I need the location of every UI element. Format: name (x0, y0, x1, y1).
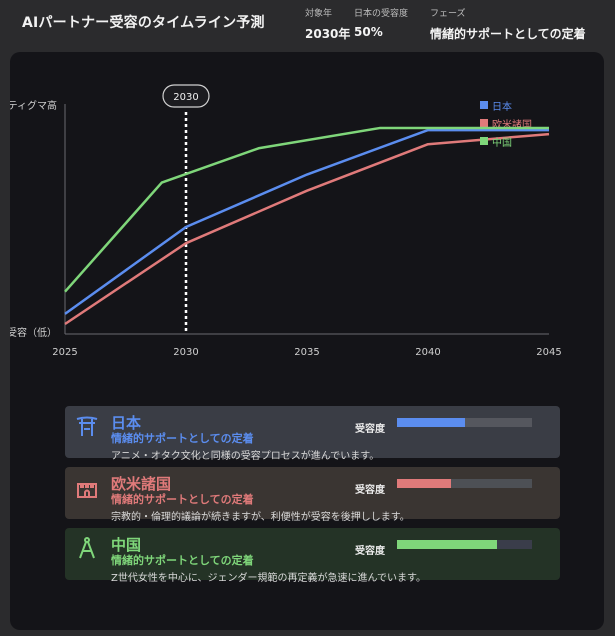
series-line-2 (64, 132, 550, 326)
legend-label: 中国 (492, 136, 512, 149)
x-tick-label: 2045 (536, 347, 561, 358)
page-title: AIパートナー受容のタイムライン予測 (22, 15, 265, 31)
card-country: 中国 (111, 536, 142, 554)
card-phase: 情緒的サポートとしての定着 (111, 432, 254, 445)
y-axis-top-label: スティグマ高 (10, 99, 57, 112)
card-eu: 欧米諸国 情緒的サポートとしての定着 宗教的・倫理的議論が続きますが、利便性が受… (65, 467, 560, 523)
acceptance-bar (397, 479, 532, 488)
card-desc: Z世代女性を中心に、ジェンダー規範の再定義が急速に進んでいます。 (111, 573, 427, 584)
stat-japan-acceptance: 日本の受容度 50% (354, 6, 408, 39)
series-line-1 (64, 128, 549, 315)
legend-swatch (480, 119, 488, 127)
acceptance-label: 受容度 (355, 485, 385, 496)
x-tick-label: 2040 (415, 347, 440, 358)
year-marker-pill (162, 84, 210, 108)
compass-icon (79, 537, 95, 559)
card-desc: 宗教的・倫理的議論が続きますが、利便性が受容を後押しします。 (111, 512, 410, 523)
timeline-chart: スティグマ高受容（低）202520302035204020452030日本欧米諸… (10, 84, 562, 358)
acceptance-bar (397, 418, 532, 427)
legend-label: 日本 (492, 100, 512, 113)
x-tick-label: 2030 (173, 347, 198, 358)
series-line-3 (64, 126, 549, 293)
acceptance-label: 受容度 (355, 424, 385, 435)
stat-value: 情緒的サポートとしての定着 (430, 27, 586, 41)
shrine-icon (76, 416, 98, 436)
card-japan: 日本 情緒的サポートとしての定着 アニメ・オタク文化と同様の受容プロセスが進んで… (65, 406, 560, 462)
x-tick-label: 2035 (294, 347, 319, 358)
card-china: 中国 情緒的サポートとしての定着 Z世代女性を中心に、ジェンダー規範の再定義が急… (65, 528, 560, 584)
acceptance-bar-fill (397, 540, 497, 549)
stat-label: 日本の受容度 (354, 9, 409, 19)
castle-icon (77, 483, 97, 498)
stat-value: 2030年 (305, 27, 351, 41)
stat-label: フェーズ (430, 9, 466, 19)
acceptance-label: 受容度 (355, 546, 385, 557)
stat-label: 対象年 (305, 9, 333, 19)
card-country: 日本 (111, 414, 142, 432)
acceptance-bar-fill (397, 479, 451, 488)
stat-phase: フェーズ 情緒的サポートとしての定着 (430, 6, 586, 42)
year-marker-label: 2030 (173, 92, 198, 103)
card-phase: 情緒的サポートとしての定着 (111, 554, 254, 567)
y-axis-bottom-label: 受容（低） (10, 326, 57, 339)
chart-panel: スティグマ高受容（低） 2025 2030 2035 2040 2045 2030 日本欧米諸… (10, 52, 604, 630)
card-phase: 情緒的サポートとしての定着 (111, 493, 254, 506)
acceptance-bar (397, 540, 532, 549)
card-country: 欧米諸国 (111, 475, 172, 493)
card-desc: アニメ・オタク文化と同様の受容プロセスが進んでいます。 (111, 451, 380, 462)
stat-target-year: 対象年 2030年 (305, 6, 350, 42)
acceptance-bar-fill (397, 418, 465, 427)
legend-swatch (480, 101, 488, 109)
legend-swatch (480, 137, 488, 145)
x-tick-label: 2025 (52, 347, 77, 358)
stat-value: 50% (354, 25, 383, 39)
